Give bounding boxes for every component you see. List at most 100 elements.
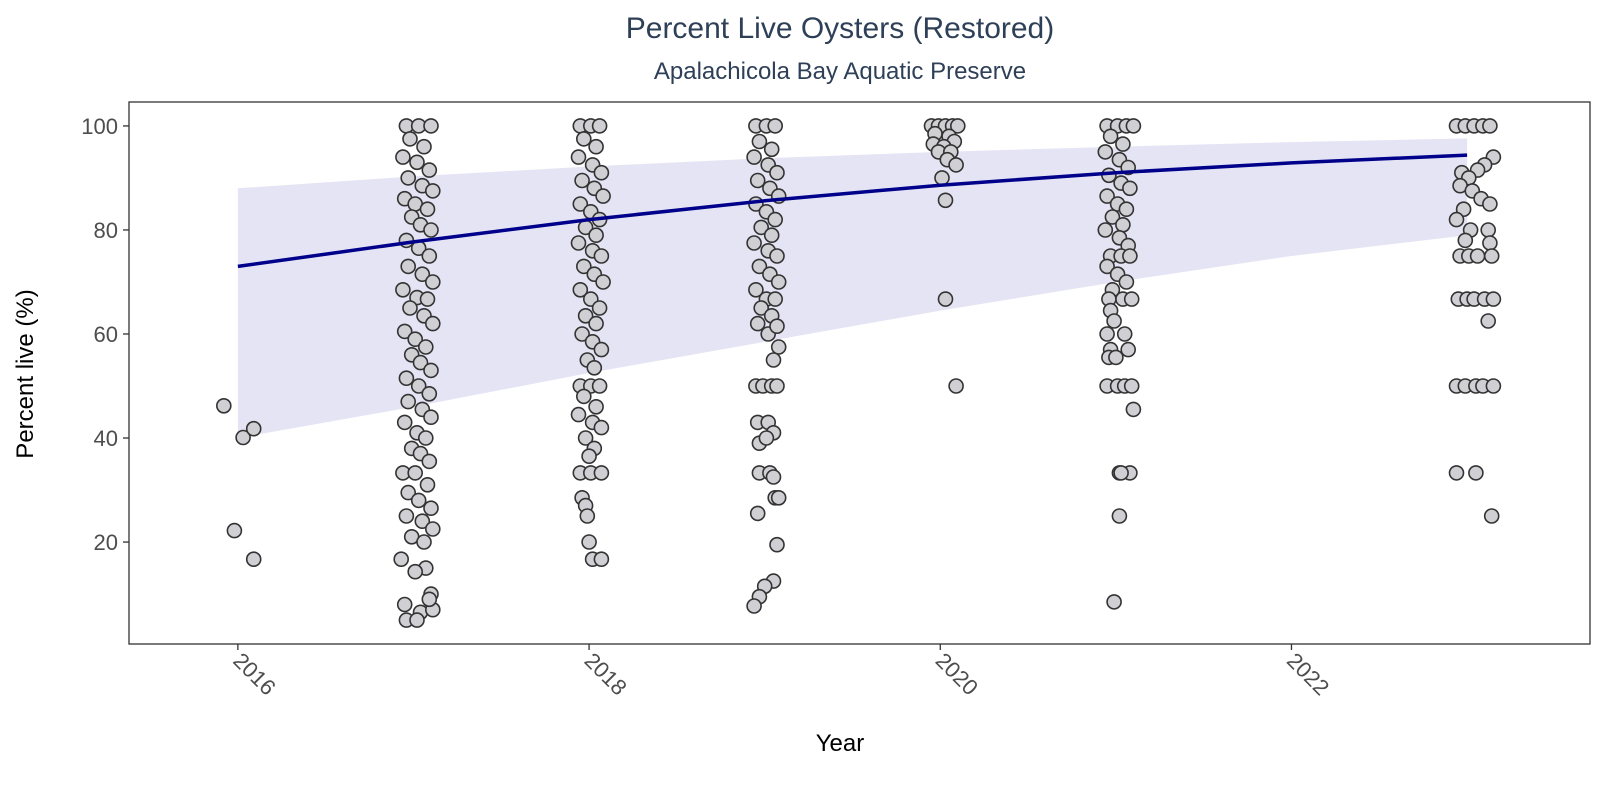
- data-point: [579, 508, 596, 524]
- data-point: [419, 201, 436, 217]
- data-point: [574, 326, 590, 342]
- data-point: [746, 235, 762, 251]
- data-point: [400, 393, 417, 410]
- data-point: [421, 162, 438, 178]
- data-point: [410, 378, 427, 394]
- data-point: [423, 222, 439, 238]
- confidence-ribbon: [237, 138, 1468, 438]
- data-point: [417, 339, 434, 355]
- data-point: [593, 164, 610, 181]
- data-point: [581, 448, 597, 465]
- data-point: [746, 598, 762, 614]
- data-point: [949, 118, 966, 134]
- data-point: [1485, 378, 1502, 394]
- data-point: [948, 378, 964, 394]
- data-point: [595, 274, 611, 290]
- x-tick-label: 2022: [1282, 648, 1334, 700]
- panel-border: [128, 101, 1591, 645]
- data-point: [588, 398, 604, 415]
- data-point: [746, 149, 762, 165]
- data-point: [1099, 326, 1115, 342]
- data-points: [216, 118, 1502, 628]
- data-point: [1448, 465, 1465, 481]
- data-point: [1123, 378, 1140, 394]
- data-point: [770, 274, 787, 290]
- data-point: [396, 414, 413, 431]
- data-point: [575, 258, 592, 275]
- data-point: [581, 534, 597, 550]
- data-point: [421, 248, 438, 264]
- y-tick-label: 20: [94, 530, 118, 555]
- data-point: [1448, 211, 1465, 228]
- data-point: [235, 429, 251, 446]
- data-point: [769, 248, 785, 264]
- data-point: [593, 419, 610, 436]
- data-point: [570, 406, 587, 423]
- data-point: [409, 612, 425, 628]
- data-point: [1113, 465, 1129, 481]
- y-tick-label: 100: [81, 114, 118, 139]
- data-point: [937, 192, 954, 209]
- data-point: [1482, 196, 1498, 212]
- data-point: [934, 170, 950, 186]
- confidence-band: [237, 138, 1468, 438]
- x-tick-label: 2016: [228, 648, 280, 700]
- data-point: [1111, 508, 1128, 524]
- data-point: [769, 164, 785, 181]
- data-point: [591, 118, 608, 134]
- data-point: [763, 141, 780, 158]
- data-point: [216, 397, 232, 414]
- data-point: [572, 281, 589, 298]
- data-point: [226, 522, 243, 539]
- data-point: [765, 352, 782, 368]
- x-tick-label: 2018: [580, 648, 632, 700]
- data-point: [749, 505, 766, 522]
- data-point: [424, 274, 441, 290]
- data-point: [423, 118, 439, 134]
- data-point: [407, 465, 424, 481]
- data-point: [574, 172, 590, 189]
- data-point: [400, 170, 417, 186]
- data-point: [423, 500, 439, 517]
- y-axis-title: Percent live (%): [12, 289, 39, 458]
- data-point: [402, 300, 418, 316]
- data-point: [414, 513, 431, 530]
- data-point: [593, 341, 610, 358]
- y-tick-label: 80: [94, 218, 118, 243]
- data-point: [1115, 217, 1131, 233]
- data-point: [1480, 313, 1496, 329]
- data-point: [767, 291, 784, 307]
- data-point: [421, 385, 438, 402]
- data-point: [1099, 258, 1115, 275]
- data-point: [1120, 341, 1136, 358]
- data-point: [423, 362, 439, 379]
- data-point: [1118, 201, 1135, 217]
- data-point: [421, 453, 438, 470]
- data-point: [1099, 188, 1115, 204]
- data-point: [412, 354, 429, 371]
- data-point: [395, 149, 411, 165]
- trend-line-group: [237, 153, 1468, 269]
- data-point: [1469, 248, 1486, 264]
- data-point: [421, 591, 438, 608]
- data-point: [591, 300, 608, 316]
- data-point: [588, 315, 604, 332]
- data-point: [1482, 235, 1498, 251]
- data-point: [937, 291, 954, 307]
- data-point: [570, 235, 587, 251]
- data-point: [407, 563, 424, 580]
- data-point: [1125, 401, 1142, 418]
- data-point: [407, 331, 424, 348]
- data-point: [423, 409, 439, 426]
- data-point: [1102, 128, 1119, 145]
- data-point: [1125, 118, 1142, 134]
- x-axis-title: Year: [816, 730, 865, 757]
- data-point: [398, 370, 415, 387]
- data-point: [410, 492, 427, 509]
- data-point: [572, 196, 589, 212]
- data-point: [419, 291, 436, 307]
- data-point: [763, 227, 780, 243]
- data-point: [414, 266, 431, 283]
- data-point: [575, 131, 592, 147]
